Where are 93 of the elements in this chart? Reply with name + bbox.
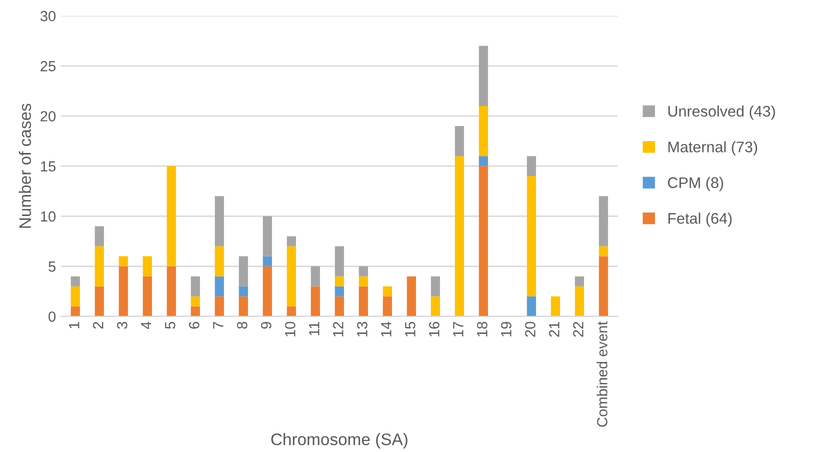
bar xyxy=(334,276,344,286)
bar xyxy=(238,256,248,286)
bar xyxy=(598,246,608,256)
x-axis-title: Chromosome (SA) xyxy=(271,433,408,449)
x-tick-label: 5 xyxy=(165,322,176,329)
bar xyxy=(238,296,248,316)
bar xyxy=(70,306,80,316)
bar xyxy=(142,256,152,276)
bar xyxy=(334,286,344,296)
bar xyxy=(286,246,296,306)
bar xyxy=(526,176,536,296)
x-tick-label: 10 xyxy=(285,322,296,336)
bar xyxy=(214,196,224,246)
bar xyxy=(262,266,272,316)
bar xyxy=(118,266,128,316)
bar xyxy=(286,306,296,316)
bar xyxy=(214,296,224,316)
legend-label: Maternal (73) xyxy=(668,141,758,156)
x-tick-label: 12 xyxy=(333,322,344,336)
bar xyxy=(310,266,320,286)
x-tick-label: 19 xyxy=(501,322,512,336)
y-tick-label: 10 xyxy=(41,211,56,222)
x-tick-label: 21 xyxy=(549,322,560,337)
bar xyxy=(142,276,152,316)
bar xyxy=(478,166,488,316)
bar xyxy=(190,276,200,296)
legend-label: CPM (8) xyxy=(668,176,724,192)
bar xyxy=(358,276,368,286)
x-tick-label: 6 xyxy=(188,322,200,329)
x-tick-label: 20 xyxy=(525,322,536,337)
bar xyxy=(550,296,560,316)
bar xyxy=(190,296,200,306)
x-tick-label: 22 xyxy=(573,322,584,337)
x-tick-label: 15 xyxy=(405,322,416,336)
x-tick-label: 14 xyxy=(381,322,392,336)
x-tick-label: 16 xyxy=(429,322,440,336)
y-tick-label: 20 xyxy=(40,111,56,122)
bar xyxy=(478,106,488,156)
bar xyxy=(358,286,368,316)
bar xyxy=(478,46,488,106)
x-tick-label: 7 xyxy=(213,322,224,329)
y-axis-title: Number of cases xyxy=(18,104,32,228)
x-tick-label: 3 xyxy=(116,322,128,329)
bar xyxy=(406,276,416,316)
bar xyxy=(286,236,296,246)
bar xyxy=(262,216,272,256)
bar xyxy=(238,286,248,296)
x-tick-label: 9 xyxy=(261,322,272,329)
bar xyxy=(262,256,272,266)
legend-label: Unresolved (43) xyxy=(668,105,775,120)
bar xyxy=(598,196,608,246)
bar xyxy=(598,256,608,316)
bar xyxy=(118,256,128,266)
x-tick-label: 4 xyxy=(141,322,152,330)
x-tick-label: 11 xyxy=(309,322,320,336)
bar xyxy=(94,286,104,316)
bar xyxy=(454,126,464,156)
y-tick-label: 25 xyxy=(40,61,56,72)
y-tick-label: 5 xyxy=(48,262,56,272)
x-tick-label: Combined event xyxy=(596,321,608,427)
bar xyxy=(70,276,80,286)
x-tick-label: 8 xyxy=(236,322,248,329)
x-tick-label: 1 xyxy=(69,322,80,328)
bar xyxy=(430,296,440,316)
bar xyxy=(526,156,536,176)
bar xyxy=(334,246,344,276)
bar xyxy=(382,296,392,316)
bar xyxy=(94,246,104,286)
bar xyxy=(382,286,392,296)
x-tick-label: 13 xyxy=(357,322,368,336)
bar xyxy=(358,266,368,276)
bar xyxy=(430,276,440,296)
bar xyxy=(310,286,320,316)
bar xyxy=(574,276,584,286)
bar xyxy=(454,156,464,316)
bar xyxy=(478,156,488,166)
bar xyxy=(190,306,200,316)
y-tick-label: 15 xyxy=(41,161,56,172)
x-tick-label: 2 xyxy=(92,322,104,329)
bar xyxy=(214,246,224,276)
bar xyxy=(94,226,104,246)
bar xyxy=(214,276,224,296)
bar xyxy=(70,286,80,306)
x-tick-label: 18 xyxy=(477,322,488,336)
x-tick-label: 17 xyxy=(453,322,464,336)
legend-label: Fetal (64) xyxy=(668,212,732,227)
bar xyxy=(166,266,176,316)
y-tick-label: 30 xyxy=(40,10,56,22)
y-tick-label: 0 xyxy=(48,312,56,322)
bar xyxy=(334,296,344,316)
bar xyxy=(526,296,536,316)
bar xyxy=(166,166,176,266)
bar xyxy=(574,286,584,316)
